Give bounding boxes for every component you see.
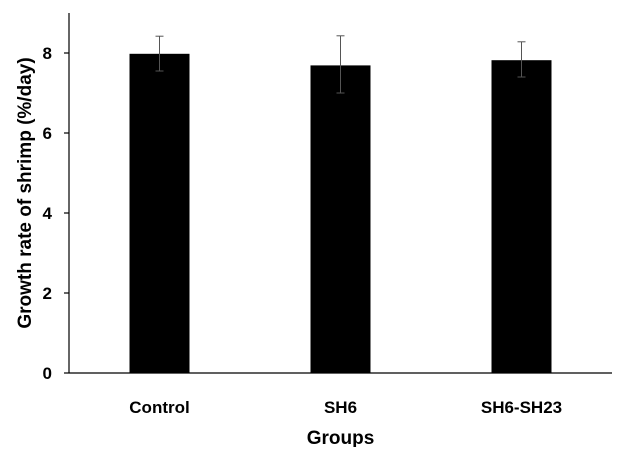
x-tick-label: Control [129,398,189,417]
y-tick-label: 8 [43,44,52,63]
y-tick-label: 0 [43,364,52,383]
bar [129,53,190,374]
x-tick-label: SH6-SH23 [481,398,562,417]
bar [310,65,371,374]
x-axis-title: Groups [307,428,375,447]
y-axis-title: Growth rate of shrimp (%/day) [15,57,36,328]
y-ticks-group: 0 2 4 6 8 [43,44,69,383]
y-tick-label: 4 [43,204,53,223]
bar [491,60,552,373]
bars-group [129,53,552,374]
error-bars-group [155,35,526,94]
x-tick-labels-group: Control SH6 SH6-SH23 [129,398,562,417]
y-tick-label: 2 [43,284,52,303]
x-tick-label: SH6 [324,398,357,417]
y-tick-label: 6 [43,124,52,143]
axes-group [68,13,612,374]
